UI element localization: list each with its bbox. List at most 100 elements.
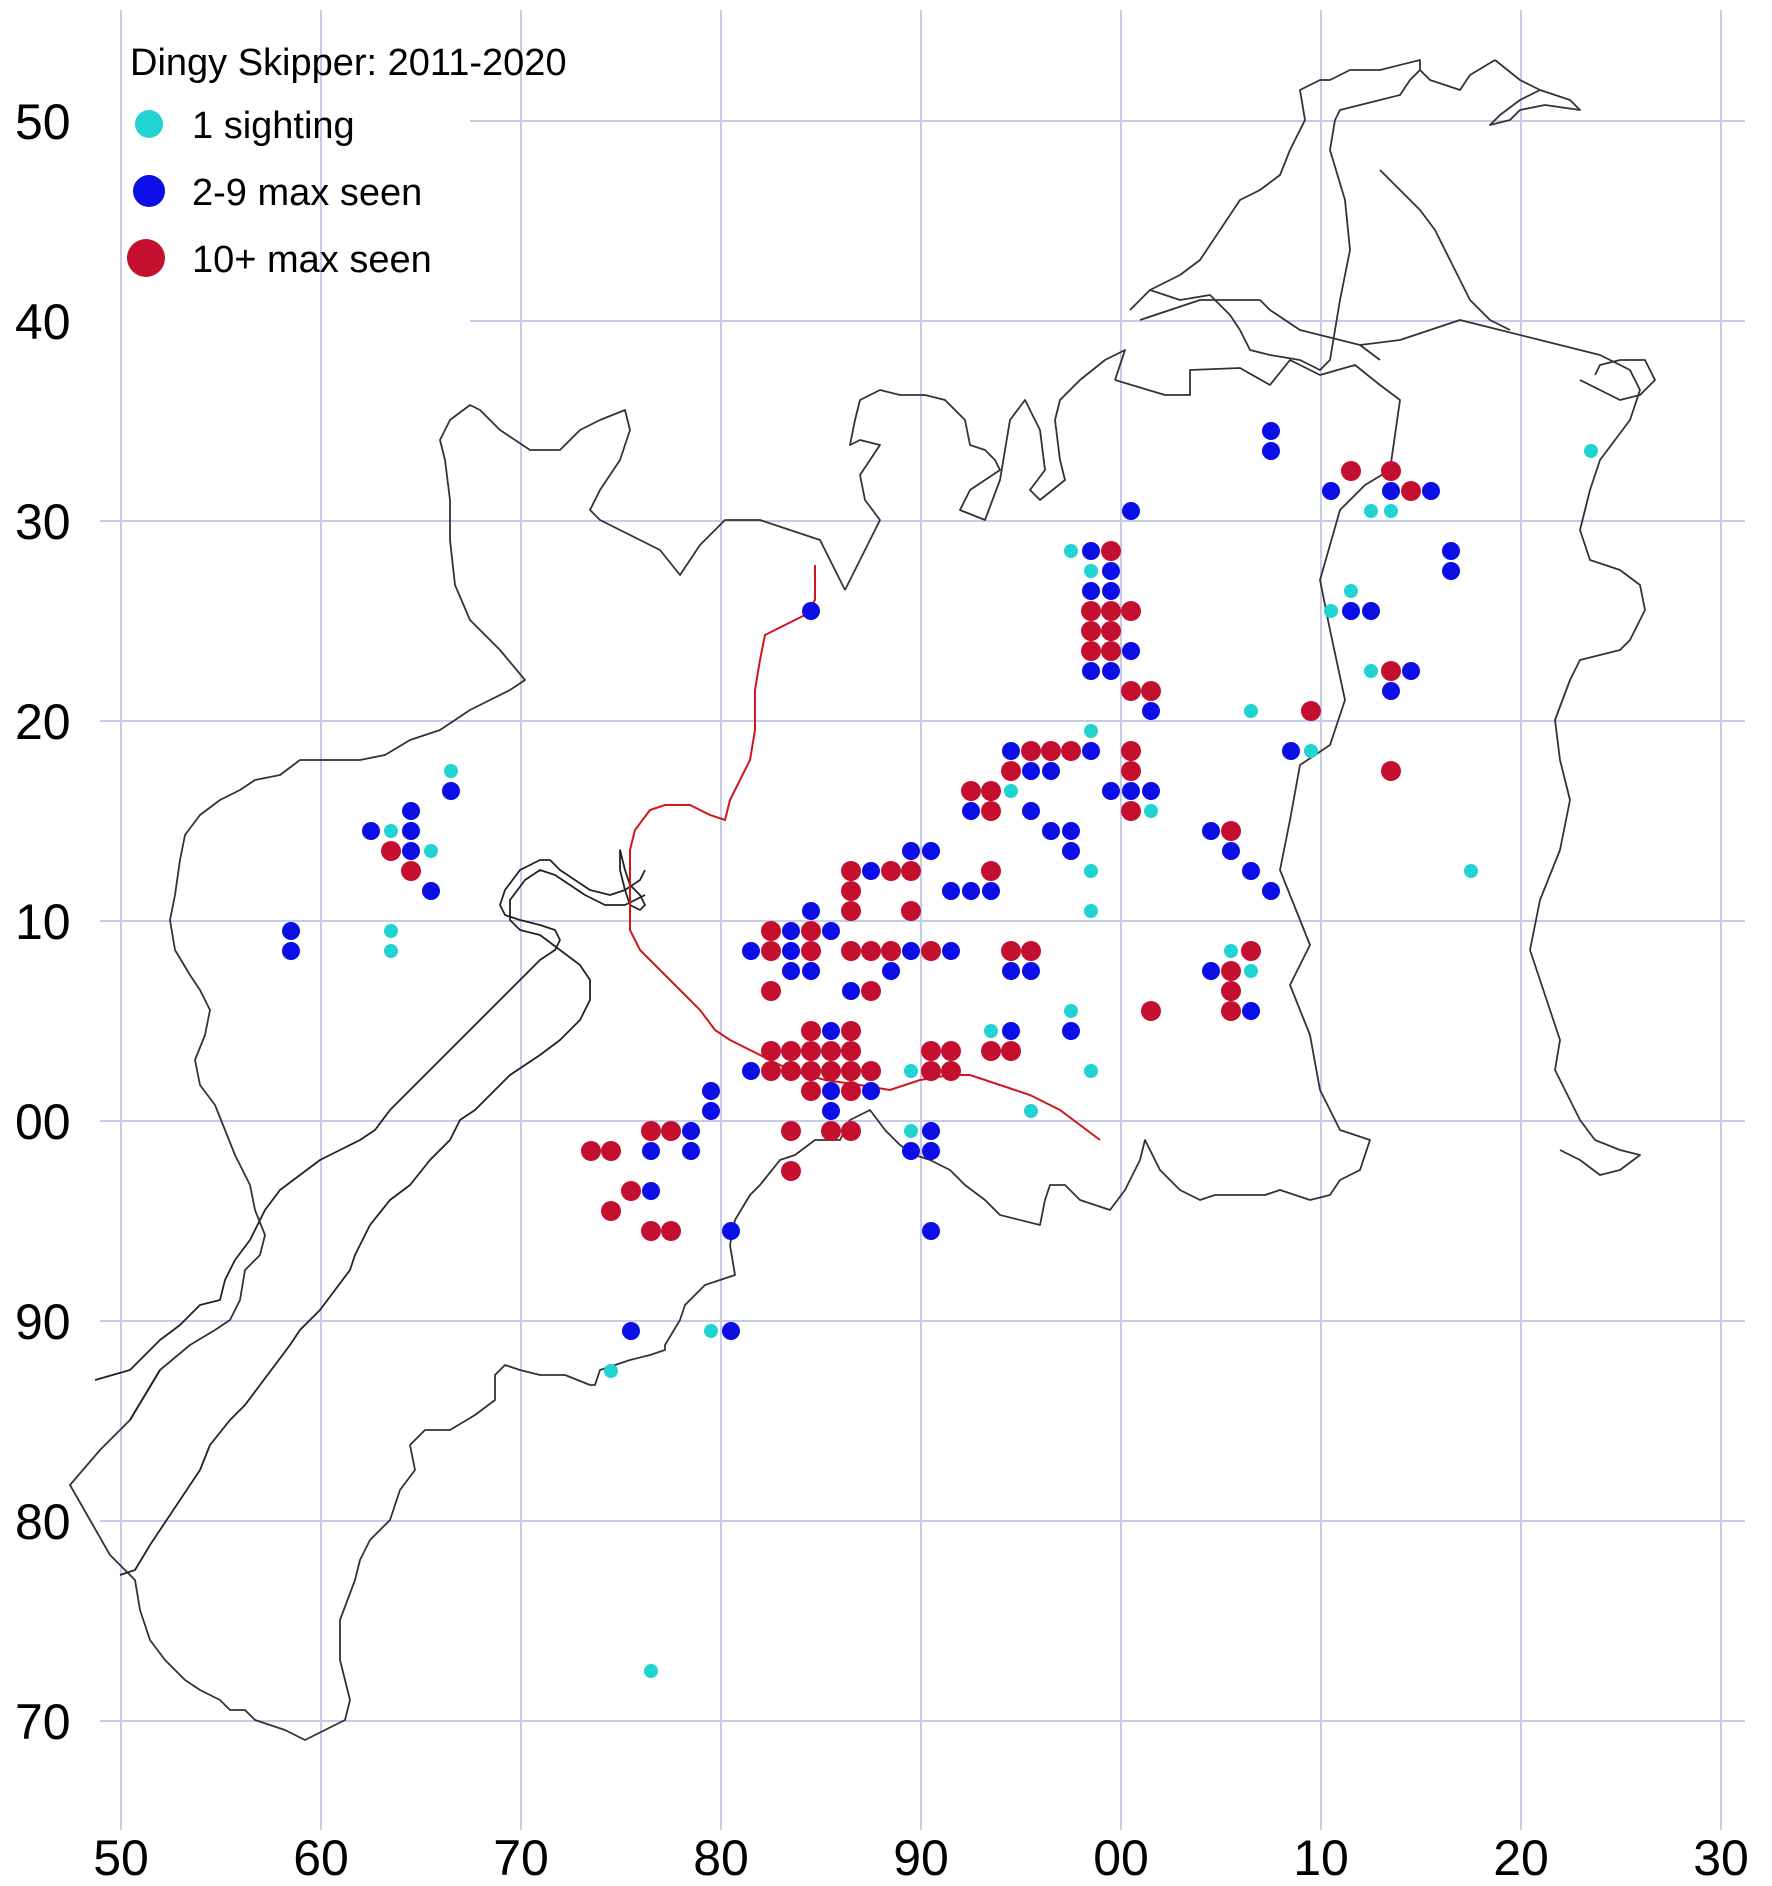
- sighting-dot-many: [661, 1121, 681, 1141]
- coast-east: [1139, 299, 1381, 361]
- sighting-dot-many: [841, 901, 861, 921]
- sighting-dot-few: [1282, 742, 1300, 760]
- sighting-dot-one: [1004, 784, 1018, 798]
- sighting-dot-many: [581, 1141, 601, 1161]
- sighting-dot-one: [1084, 564, 1098, 578]
- sighting-dot-few: [1142, 702, 1160, 720]
- sighting-dot-few: [1062, 842, 1080, 860]
- sighting-dot-few: [642, 1142, 660, 1160]
- sighting-dot-many: [821, 1121, 841, 1141]
- sighting-dot-many: [781, 1041, 801, 1061]
- boundary-east-edge: [1579, 359, 1656, 401]
- sighting-dot-many: [841, 1041, 861, 1061]
- x-tick-label: 60: [293, 1830, 349, 1886]
- boundary-north-inner: [1489, 59, 1581, 126]
- sighting-dot-few: [1142, 782, 1160, 800]
- sighting-dot-few: [902, 842, 920, 860]
- sighting-dot-one: [1344, 584, 1358, 598]
- sighting-dot-one: [1084, 904, 1098, 918]
- sighting-dot-few: [802, 962, 820, 980]
- legend-label-one-sighting: 1 sighting: [192, 105, 355, 147]
- sighting-dot-many: [621, 1181, 641, 1201]
- sighting-dot-many: [1401, 481, 1421, 501]
- sighting-dot-few: [782, 962, 800, 980]
- sighting-dot-one: [904, 1064, 918, 1078]
- sighting-dot-few: [862, 1082, 880, 1100]
- sighting-dot-few: [702, 1102, 720, 1120]
- sighting-dot-few: [1382, 482, 1400, 500]
- sighting-dot-one: [704, 1324, 718, 1338]
- sighting-dot-one: [604, 1364, 618, 1378]
- sighting-dot-one: [1304, 744, 1318, 758]
- sighting-dot-few: [282, 942, 300, 960]
- x-tick-label: 80: [693, 1830, 749, 1886]
- sighting-dot-few: [422, 882, 440, 900]
- sighting-dot-many: [761, 1041, 781, 1061]
- legend-marker-many-seen: [127, 239, 165, 277]
- sighting-dot-few: [1042, 762, 1060, 780]
- sighting-dot-few: [1082, 582, 1100, 600]
- sighting-dot-few: [1442, 542, 1460, 560]
- sighting-dot-few: [722, 1222, 740, 1240]
- sighting-dot-many: [961, 781, 981, 801]
- sighting-dot-many: [1141, 681, 1161, 701]
- grid-lines: [100, 10, 1745, 1830]
- sighting-dot-many: [1041, 741, 1061, 761]
- sighting-dot-many: [981, 801, 1001, 821]
- sighting-dot-few: [982, 882, 1000, 900]
- sighting-dot-few: [822, 1082, 840, 1100]
- sighting-dot-few: [722, 1322, 740, 1340]
- sighting-dot-many: [761, 941, 781, 961]
- sighting-dot-few: [942, 942, 960, 960]
- sighting-dot-one: [1244, 964, 1258, 978]
- sighting-dot-few: [782, 942, 800, 960]
- sighting-dot-one: [384, 944, 398, 958]
- legend-label-many-seen: 10+ max seen: [192, 239, 432, 281]
- sighting-dot-few: [1402, 662, 1420, 680]
- sighting-dot-few: [902, 1142, 920, 1160]
- y-tick-label: 10: [15, 894, 71, 950]
- sighting-dot-few: [1102, 782, 1120, 800]
- sighting-dot-many: [1381, 761, 1401, 781]
- sighting-dot-many: [841, 941, 861, 961]
- sighting-dot-many: [1141, 1001, 1161, 1021]
- sighting-dot-few: [1002, 962, 1020, 980]
- sighting-dot-many: [1001, 941, 1021, 961]
- county-internal-boundary: [629, 565, 1101, 1141]
- sighting-dot-few: [1082, 742, 1100, 760]
- boundary-north-top: [1419, 59, 1496, 91]
- sighting-dot-many: [1101, 641, 1121, 661]
- sighting-dot-many: [1081, 641, 1101, 661]
- sighting-dot-many: [781, 1161, 801, 1181]
- sighting-dot-few: [1382, 682, 1400, 700]
- legend: Dingy Skipper: 2011-2020 1 sighting 2-9 …: [127, 42, 567, 281]
- sighting-dot-many: [1121, 741, 1141, 761]
- sighting-dot-many: [1341, 461, 1361, 481]
- sighting-dot-many: [981, 861, 1001, 881]
- sighting-dot-many: [401, 861, 421, 881]
- sighting-dot-few: [902, 942, 920, 960]
- sighting-dot-few: [702, 1082, 720, 1100]
- sighting-dot-few: [1102, 662, 1120, 680]
- sighting-dot-many: [1301, 701, 1321, 721]
- x-tick-label: 20: [1493, 1830, 1549, 1886]
- sighting-dot-many: [601, 1201, 621, 1221]
- sighting-dot-one: [1324, 604, 1338, 618]
- x-tick-label: 50: [93, 1830, 149, 1886]
- sighting-dot-one: [1584, 444, 1598, 458]
- axis-tick-labels: 50 60 70 80 90 00 10 20 30 50 40 30 20 10 00 90 80 70: [15, 94, 1749, 1886]
- x-tick-label: 70: [493, 1830, 549, 1886]
- sighting-dot-many: [1381, 461, 1401, 481]
- sighting-dot-few: [1022, 962, 1040, 980]
- county-outline-west: [69, 404, 846, 1556]
- sighting-dot-many: [1121, 681, 1141, 701]
- sighting-dot-few: [942, 882, 960, 900]
- sighting-dot-many: [901, 901, 921, 921]
- boundary-mid-north: [1379, 169, 1511, 331]
- sighting-dot-many: [801, 941, 821, 961]
- sighting-dot-few: [682, 1122, 700, 1140]
- sighting-dot-many: [841, 881, 861, 901]
- sighting-dot-few: [1202, 962, 1220, 980]
- county-outline: [109, 359, 1401, 1741]
